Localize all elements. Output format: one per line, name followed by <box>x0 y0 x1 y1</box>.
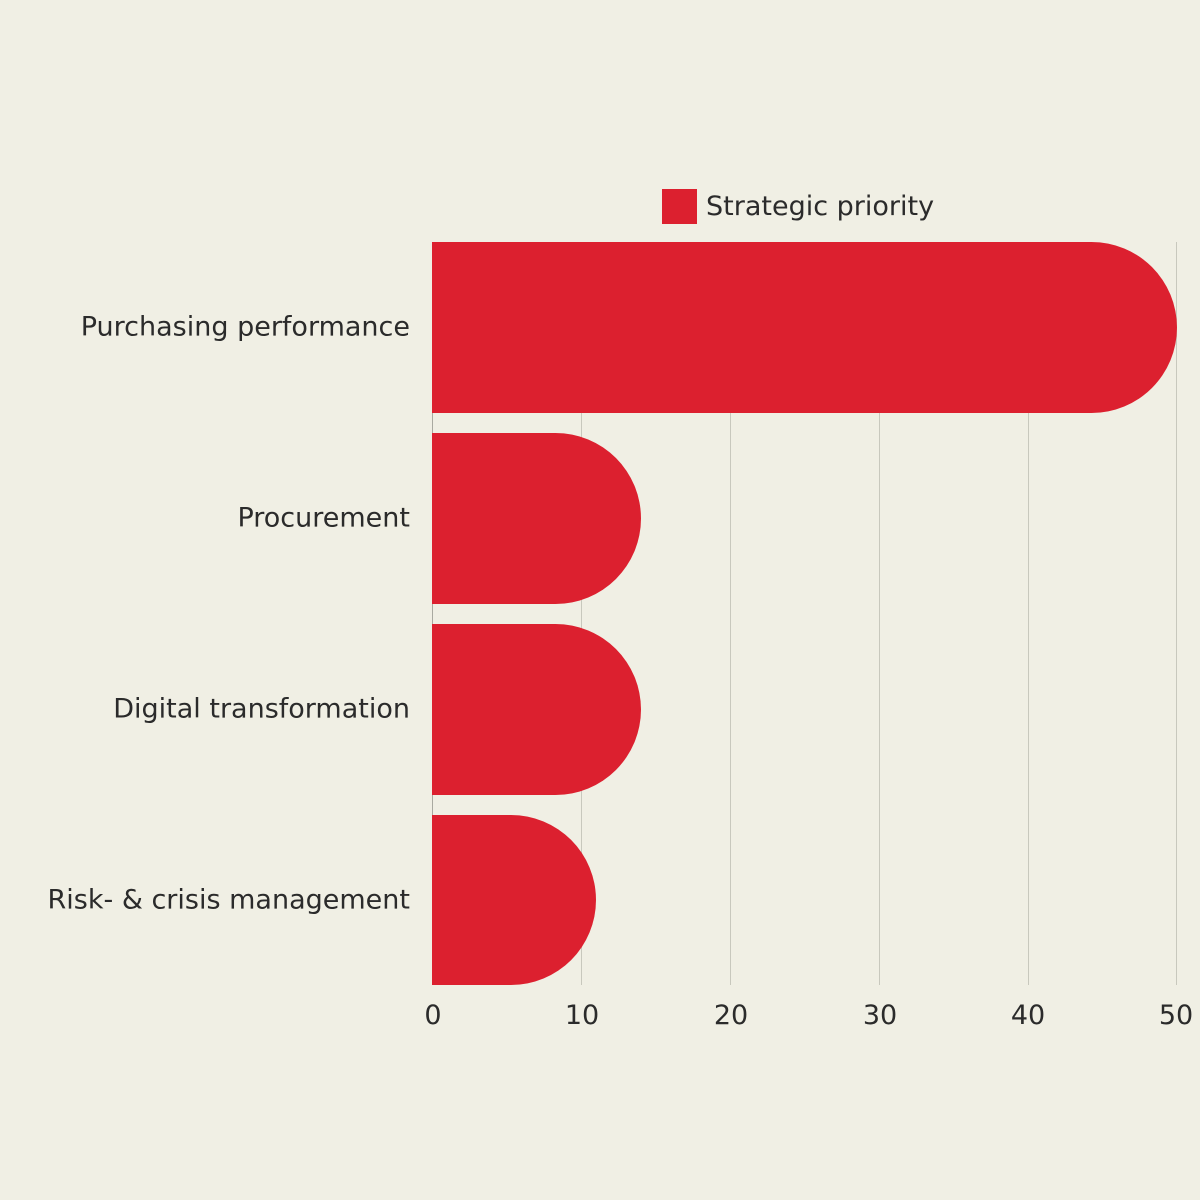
bar-risk-crisis-management <box>432 815 596 985</box>
category-label: Risk- & crisis management <box>47 884 410 916</box>
gridline <box>730 242 731 985</box>
legend-label: Strategic priority <box>706 191 935 222</box>
legend: Strategic priority <box>662 189 934 224</box>
x-tick-label: 30 <box>862 1000 898 1031</box>
x-tick-label: 50 <box>1158 1000 1194 1031</box>
bar-purchasing-performance <box>432 242 1177 413</box>
plot-area <box>432 242 1177 985</box>
gridline <box>879 242 880 985</box>
bar-digital-transformation <box>432 624 641 795</box>
category-label: Digital transformation <box>113 693 410 725</box>
y-axis-line <box>432 242 433 985</box>
bar-procurement <box>432 433 641 604</box>
x-tick-label: 0 <box>424 1000 442 1031</box>
gridline <box>1176 242 1177 985</box>
x-tick-label: 20 <box>713 1000 749 1031</box>
x-tick-label: 10 <box>564 1000 600 1031</box>
gridline <box>1028 242 1029 985</box>
gridline <box>581 242 582 985</box>
x-tick-label: 40 <box>1010 1000 1046 1031</box>
category-label: Purchasing performance <box>80 311 410 343</box>
category-label: Procurement <box>237 502 410 534</box>
legend-swatch <box>662 189 697 224</box>
